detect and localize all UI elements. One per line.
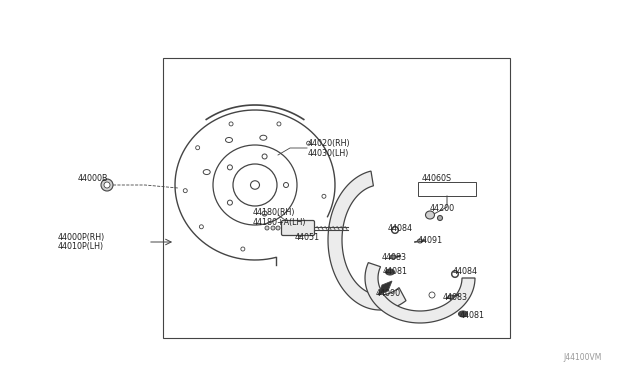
- Text: J44100VM: J44100VM: [564, 353, 602, 362]
- Ellipse shape: [229, 122, 233, 126]
- FancyBboxPatch shape: [282, 221, 314, 235]
- Ellipse shape: [417, 239, 422, 243]
- Text: 44084: 44084: [453, 267, 478, 276]
- Ellipse shape: [307, 141, 310, 145]
- Text: 44000B: 44000B: [78, 173, 109, 183]
- Text: 44000P(RH): 44000P(RH): [58, 232, 105, 241]
- Ellipse shape: [271, 226, 275, 230]
- Ellipse shape: [276, 226, 280, 230]
- Text: 44020(RH): 44020(RH): [308, 138, 351, 148]
- Polygon shape: [378, 281, 392, 295]
- Circle shape: [101, 179, 113, 191]
- Ellipse shape: [451, 270, 458, 278]
- Ellipse shape: [227, 200, 232, 205]
- Circle shape: [429, 292, 435, 298]
- Ellipse shape: [426, 211, 435, 219]
- Ellipse shape: [277, 122, 281, 126]
- Ellipse shape: [227, 165, 232, 170]
- Ellipse shape: [260, 135, 267, 140]
- Ellipse shape: [262, 154, 267, 159]
- Ellipse shape: [250, 181, 259, 189]
- Circle shape: [452, 271, 458, 277]
- Ellipse shape: [298, 233, 302, 237]
- Circle shape: [104, 182, 110, 188]
- Text: 44010P(LH): 44010P(LH): [58, 243, 104, 251]
- Ellipse shape: [322, 194, 326, 198]
- Ellipse shape: [385, 269, 394, 275]
- Bar: [163, 58, 510, 338]
- Text: 44081: 44081: [383, 267, 408, 276]
- Bar: [418, 182, 476, 196]
- Ellipse shape: [284, 183, 289, 187]
- Text: 44083: 44083: [443, 294, 468, 302]
- Polygon shape: [328, 171, 406, 310]
- Text: 44180+A(LH): 44180+A(LH): [253, 218, 307, 227]
- Text: 44200: 44200: [430, 203, 455, 212]
- Polygon shape: [365, 263, 475, 323]
- Text: 44091: 44091: [418, 235, 443, 244]
- Ellipse shape: [262, 211, 267, 216]
- Ellipse shape: [458, 311, 467, 317]
- Ellipse shape: [183, 189, 188, 193]
- Text: 44083: 44083: [382, 253, 407, 263]
- Ellipse shape: [204, 170, 210, 174]
- Ellipse shape: [438, 215, 442, 221]
- Text: 44051: 44051: [295, 232, 320, 241]
- Text: 44081: 44081: [460, 311, 485, 320]
- Text: 44180(RH): 44180(RH): [253, 208, 296, 217]
- Ellipse shape: [390, 255, 396, 259]
- Text: 44030(LH): 44030(LH): [308, 148, 349, 157]
- Ellipse shape: [241, 247, 245, 251]
- Text: 44084: 44084: [388, 224, 413, 232]
- Ellipse shape: [448, 295, 454, 299]
- Circle shape: [392, 227, 398, 233]
- Ellipse shape: [265, 226, 269, 230]
- Text: 44060S: 44060S: [422, 173, 452, 183]
- Ellipse shape: [196, 146, 200, 150]
- Ellipse shape: [200, 225, 204, 229]
- Ellipse shape: [225, 138, 232, 142]
- Text: 44090: 44090: [376, 289, 401, 298]
- Ellipse shape: [392, 227, 399, 234]
